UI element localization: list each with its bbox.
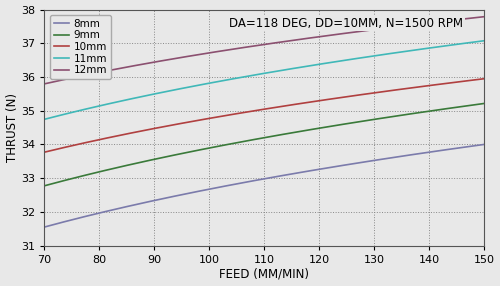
11mm [481, 39, 487, 43]
12mm [42, 82, 48, 86]
10mm [361, 93, 367, 96]
8mm [42, 225, 48, 229]
9mm [358, 120, 364, 123]
Y-axis label: THRUST (N): THRUST (N) [6, 93, 18, 162]
9mm [184, 151, 190, 154]
11mm [358, 56, 364, 59]
11mm [216, 80, 222, 83]
Line: 11mm: 11mm [44, 41, 484, 119]
11mm [318, 62, 324, 66]
9mm [216, 144, 222, 148]
12mm [216, 50, 222, 53]
9mm [42, 184, 48, 188]
8mm [184, 192, 190, 195]
11mm [42, 118, 48, 121]
X-axis label: FEED (MM/MIN): FEED (MM/MIN) [219, 267, 309, 281]
12mm [94, 71, 100, 74]
Line: 12mm: 12mm [44, 17, 484, 84]
10mm [481, 77, 487, 80]
9mm [361, 119, 367, 123]
Line: 10mm: 10mm [44, 79, 484, 152]
8mm [358, 161, 364, 164]
12mm [184, 55, 190, 58]
10mm [42, 150, 48, 154]
8mm [318, 167, 324, 171]
10mm [216, 115, 222, 118]
8mm [94, 212, 100, 215]
10mm [358, 93, 364, 96]
11mm [184, 86, 190, 89]
12mm [361, 29, 367, 33]
8mm [361, 160, 367, 164]
Line: 9mm: 9mm [44, 104, 484, 186]
10mm [94, 138, 100, 142]
11mm [361, 56, 367, 59]
12mm [358, 29, 364, 33]
12mm [481, 15, 487, 18]
8mm [216, 186, 222, 189]
8mm [481, 143, 487, 146]
9mm [94, 170, 100, 174]
9mm [318, 126, 324, 130]
9mm [481, 102, 487, 105]
Legend: 8mm, 9mm, 10mm, 11mm, 12mm: 8mm, 9mm, 10mm, 11mm, 12mm [50, 15, 112, 79]
10mm [318, 99, 324, 102]
Text: DA=118 DEG, DD=10MM, N=1500 RPM: DA=118 DEG, DD=10MM, N=1500 RPM [229, 17, 463, 30]
10mm [184, 120, 190, 124]
11mm [94, 105, 100, 108]
12mm [318, 35, 324, 38]
Line: 8mm: 8mm [44, 144, 484, 227]
